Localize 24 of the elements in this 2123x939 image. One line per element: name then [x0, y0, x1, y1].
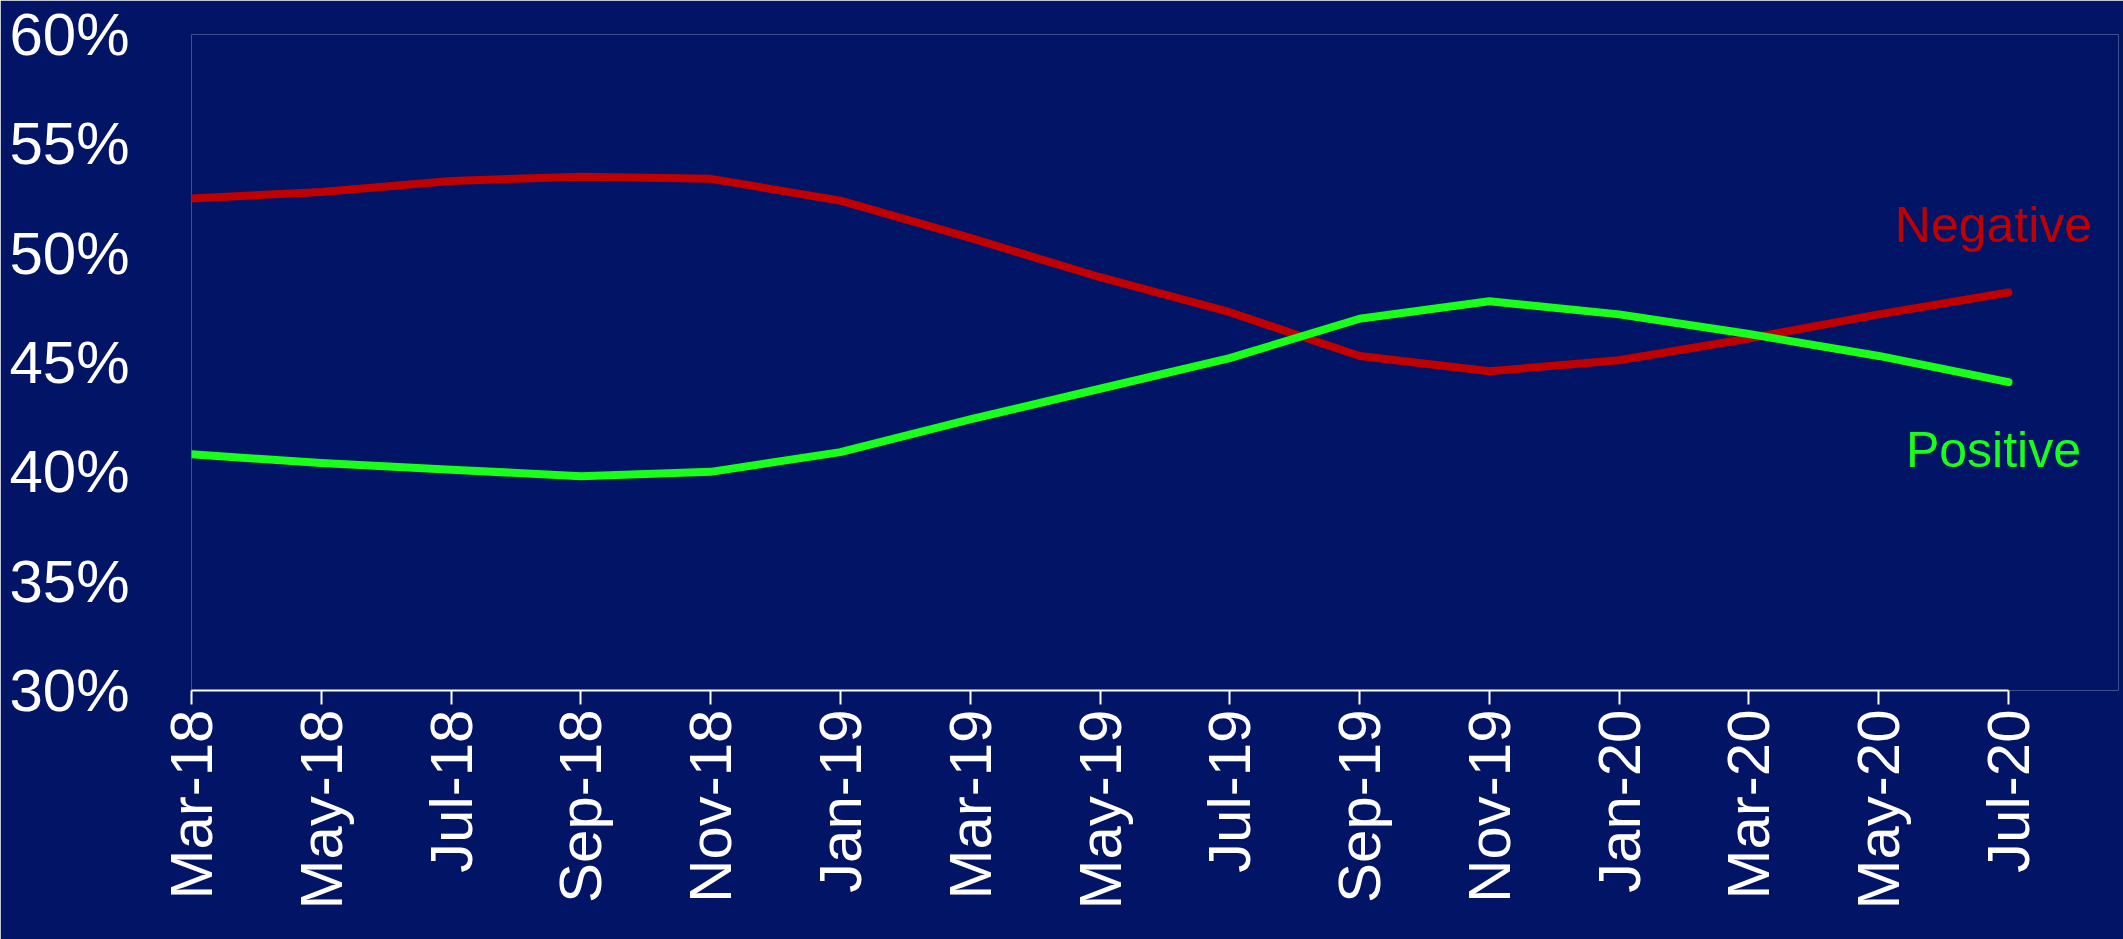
- y-tick-label: 55%: [9, 110, 130, 178]
- y-tick-label: 45%: [9, 329, 130, 396]
- x-tick-label: Mar-19: [936, 709, 1004, 900]
- x-tick-label: Jan-20: [1585, 709, 1653, 893]
- x-tick-label: Nov-19: [1455, 709, 1523, 903]
- x-tick-label: Mar-20: [1715, 709, 1783, 900]
- x-tick-label: Jul-20: [1975, 709, 2042, 873]
- x-tick-label: Jul-18: [417, 709, 485, 873]
- x-tick-label: May-19: [1066, 709, 1134, 910]
- x-tick-label: Jan-19: [806, 709, 874, 893]
- y-tick-label: 60%: [9, 1, 130, 68]
- x-tick-label: Nov-18: [677, 709, 745, 903]
- x-tick-label: May-20: [1845, 709, 1913, 910]
- y-tick-label: 50%: [9, 219, 130, 287]
- x-tick-label: Sep-18: [547, 709, 615, 903]
- series-label: Positive: [1905, 422, 2082, 479]
- y-tick-label: 40%: [9, 438, 130, 506]
- series-label: Negative: [1894, 196, 2093, 253]
- x-tick-label: Jul-19: [1196, 709, 1264, 873]
- x-tick-label: Sep-19: [1326, 709, 1394, 903]
- y-tick-label: 35%: [9, 547, 130, 615]
- y-tick-label: 30%: [9, 657, 130, 724]
- x-tick-label: May-18: [287, 709, 355, 910]
- x-tick-label: Mar-18: [158, 709, 225, 900]
